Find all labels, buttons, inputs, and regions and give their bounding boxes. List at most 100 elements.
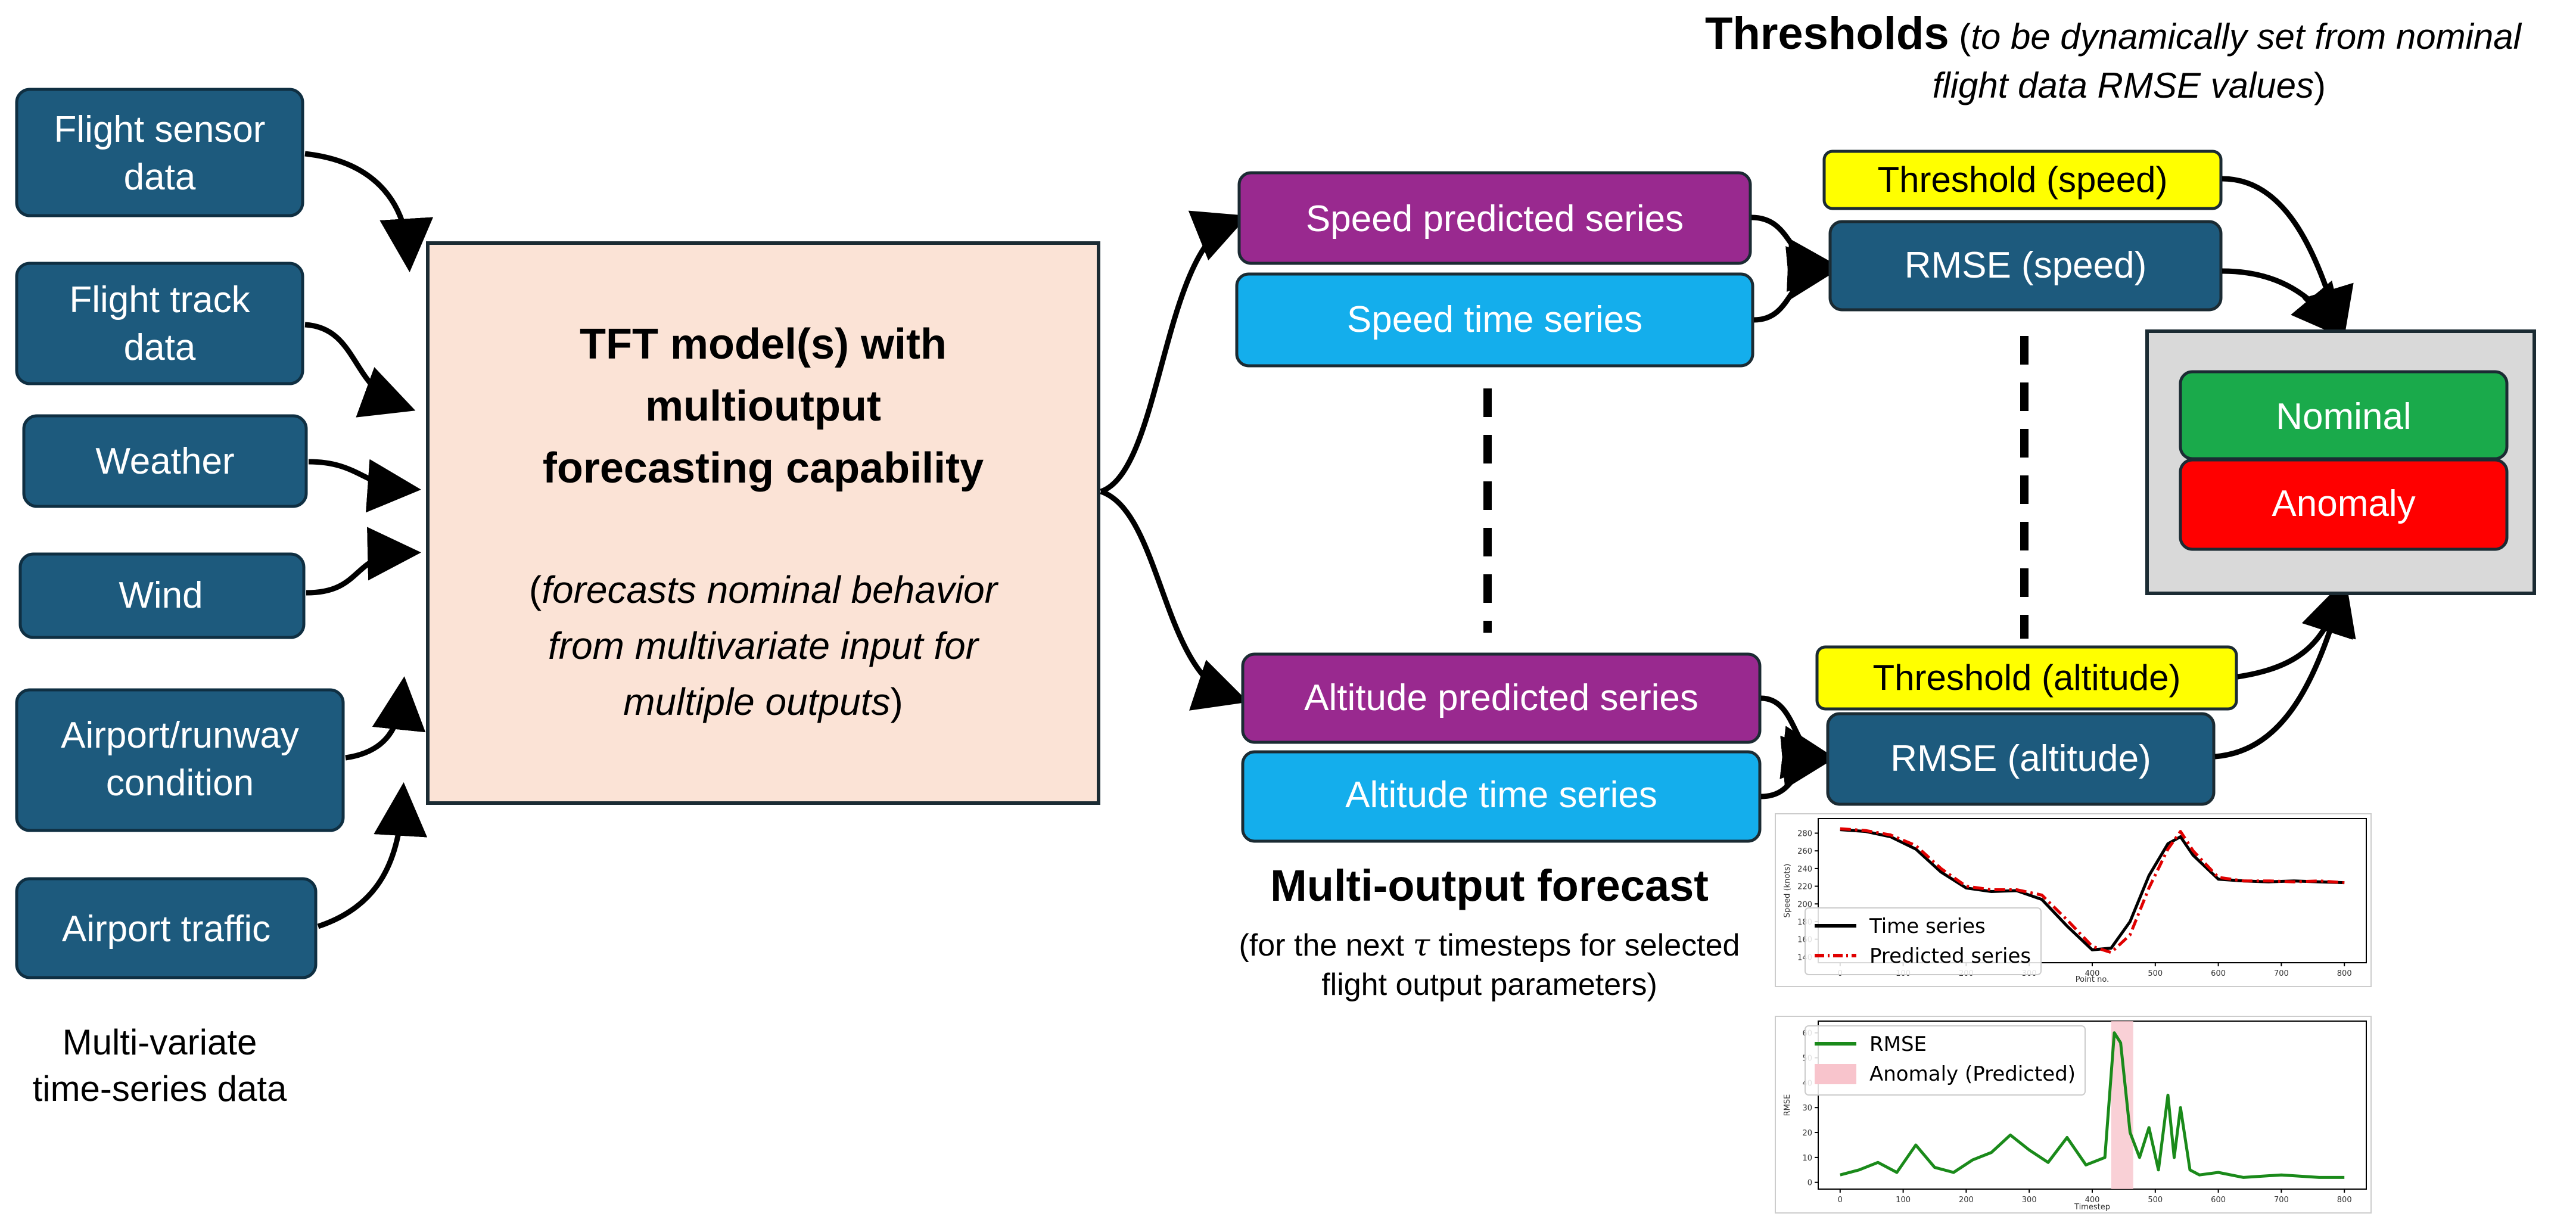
thresholds-title-open: ( [1949, 17, 1971, 57]
x-tick-label: 300 [2022, 1196, 2037, 1205]
legend-time-series-label: Time series [1869, 914, 1986, 938]
altitude-time-series-label: Altitude time series [1345, 774, 1657, 816]
x-tick-label: 700 [2274, 969, 2289, 978]
y-tick-label: 0 [1807, 1179, 1812, 1188]
arrow-to-speed [1100, 210, 1249, 494]
thresholds-title-italic-1: to be dynamically set from nominal [1971, 17, 2522, 57]
arrow-track [304, 322, 416, 418]
speed-predicted-label: Speed predicted series [1306, 198, 1684, 239]
input-wind: Wind [18, 552, 306, 639]
legend-rmse-label: RMSE [1869, 1032, 1927, 1056]
model-desc-close-paren: ) [890, 680, 903, 723]
x-tick-label: 600 [2211, 969, 2226, 978]
y-tick-label: 280 [1797, 830, 1812, 839]
x-tick-label: 700 [2274, 1196, 2289, 1205]
nominal-label: Nominal [2276, 396, 2411, 437]
speed-plot: 0100200300400500600700800140160180200220… [1775, 813, 2372, 987]
y-tick-label: 260 [1797, 847, 1812, 856]
forecast-subtitle-part-a: (for the next [1239, 928, 1413, 963]
y-tick-label: 240 [1797, 865, 1812, 874]
rmse-plot-ylabel: RMSE [1783, 1094, 1792, 1116]
input-arrows [304, 151, 434, 929]
x-tick-label: 200 [1959, 1196, 1974, 1205]
threshold-altitude-box: Threshold (altitude) [1815, 645, 2238, 711]
arrow-airport-condition [345, 676, 426, 761]
altitude-time-series-box: Altitude time series [1241, 750, 1762, 843]
model-title-line3: forecasting capability [543, 444, 984, 492]
speed-time-series-label: Speed time series [1347, 299, 1642, 340]
model-title-line1: TFT model(s) with [580, 321, 947, 368]
x-tick-label: 400 [2085, 969, 2100, 978]
input-flight-track-line2: data [124, 327, 196, 368]
x-tick-label: 600 [2211, 1196, 2226, 1205]
forecast-subtitle-line2: flight output parameters) [1321, 967, 1657, 1002]
anomaly-label: Anomaly [2272, 483, 2415, 524]
x-tick-label: 800 [2337, 1196, 2352, 1205]
input-airport-traffic-label: Airport traffic [62, 909, 270, 950]
speed-plot-series [1840, 827, 2345, 954]
forecast-subtitle-line1: (for the next τ timesteps for selected [1239, 928, 1740, 963]
model-desc-line1-text: forecasts nominal behavior [542, 568, 999, 611]
y-tick-label: 200 [1797, 900, 1812, 909]
speed-plot-xlabel: Point no. [2076, 975, 2110, 984]
speed-plot-ylabel: Speed (knots) [1783, 864, 1792, 918]
anomaly-box [2179, 458, 2509, 551]
rmse-plot-legend: RMSE Anomaly (Predicted) [1805, 1025, 2086, 1096]
series-line-predicted-series [1840, 827, 2345, 954]
y-tick-label: 30 [1802, 1104, 1812, 1113]
altitude-predicted-label: Altitude predicted series [1304, 677, 1698, 718]
thresholds-title-line2: flight data RMSE values) [1933, 66, 2326, 105]
model-desc-open-paren: ( [529, 568, 542, 611]
x-tick-label: 0 [1838, 1196, 1843, 1205]
y-tick-label: 220 [1797, 883, 1812, 892]
threshold-speed-label: Threshold (speed) [1878, 160, 2168, 200]
rmse-altitude-label: RMSE (altitude) [1890, 738, 2151, 779]
decision-box: Nominal Anomaly [2145, 329, 2536, 595]
thresholds-title-close: ) [2314, 66, 2326, 105]
arrow-speed-ts-rmse [1753, 246, 1841, 323]
rmse-altitude-box: RMSE (altitude) [1826, 712, 2216, 806]
model-output-arrows [1100, 210, 1249, 711]
y-tick-label: 20 [1802, 1129, 1812, 1138]
tft-model-box: TFT model(s) with multioutput forecastin… [426, 241, 1100, 805]
input-airport-condition-line1: Airport/runway [61, 715, 299, 756]
input-airport-traffic: Airport traffic [15, 877, 318, 979]
legend-predicted-label: Predicted series [1869, 944, 2031, 968]
input-flight-sensor: Flight sensor data [15, 88, 304, 217]
speed-predicted-box: Speed predicted series [1237, 171, 1752, 265]
arrow-rmse-alt-decision [2214, 580, 2356, 760]
forecast-subtitle-part-b: timesteps for selected [1430, 928, 1740, 963]
series-line-rmse [1840, 1031, 2345, 1179]
arrow-alt-pred-rmse [1760, 695, 1836, 779]
input-weather: Weather [22, 414, 308, 508]
legend-anomaly-label: Anomaly (Predicted) [1869, 1062, 2076, 1086]
altitude-predicted-box: Altitude predicted series [1241, 652, 1762, 744]
input-wind-label: Wind [119, 575, 203, 616]
arrow-to-altitude [1100, 489, 1249, 711]
arrow-speed-pred-rmse [1751, 214, 1841, 292]
speed-time-series-box: Speed time series [1235, 272, 1754, 368]
arrow-threshold-speed-decision [2222, 176, 2354, 342]
threshold-altitude-label: Threshold (altitude) [1873, 658, 2181, 698]
decision-arrows [2214, 176, 2356, 760]
input-flight-sensor-line1: Flight sensor [54, 109, 266, 150]
x-tick-label: 100 [1896, 1196, 1911, 1205]
model-desc-line3: multiple outputs) [623, 680, 903, 723]
threshold-speed-box: Threshold (speed) [1822, 150, 2223, 210]
x-tick-label: 500 [2148, 969, 2163, 978]
rmse-speed-box: RMSE (speed) [1828, 220, 2223, 312]
model-title-line2: multioutput [645, 382, 881, 430]
legend-anomaly-swatch [1815, 1064, 1856, 1084]
arrow-threshold-alt-decision [2237, 580, 2353, 680]
input-weather-label: Weather [95, 441, 234, 482]
speed-plot-legend: Time series Predicted series [1805, 907, 2042, 975]
rmse-plot-xlabel: Timestep [2074, 1203, 2110, 1212]
arrow-sensor [304, 151, 434, 272]
thresholds-title-line1: Thresholds (to be dynamically set from n… [1705, 8, 2522, 59]
forecast-title: Multi-output forecast [1270, 861, 1709, 910]
inputs-caption-line1: Multi-variate [63, 1022, 257, 1062]
arrow-wind [306, 527, 421, 596]
x-tick-label: 500 [2148, 1196, 2163, 1205]
forecast-rmse-arrows [1751, 214, 1841, 799]
thresholds-title-bold: Thresholds [1705, 8, 1949, 59]
